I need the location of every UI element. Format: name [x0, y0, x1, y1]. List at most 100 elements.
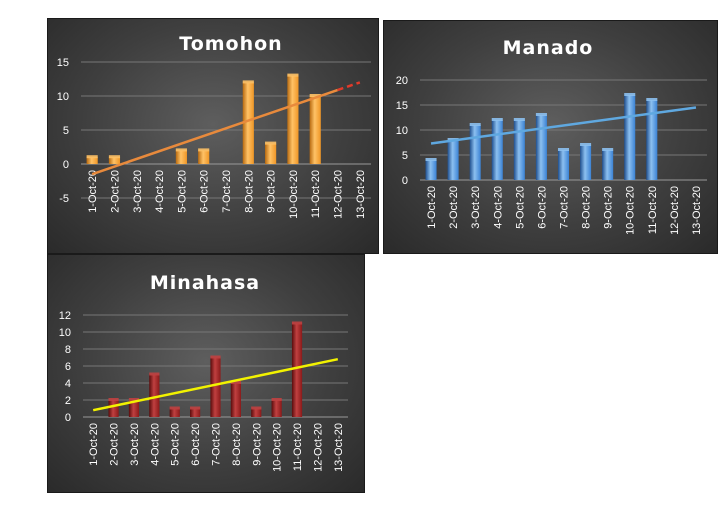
bar	[265, 143, 277, 164]
trendline	[92, 357, 339, 412]
x-tick-label: 13-Oct-20	[355, 170, 367, 219]
x-tick-label: 11-Oct-20	[310, 170, 322, 218]
bar	[149, 374, 160, 417]
y-tick-label: 20	[396, 75, 408, 87]
x-tick-label: 8-Oct-20	[581, 186, 593, 229]
bar	[210, 357, 221, 417]
x-tick-label: 3-Oct-20	[129, 423, 141, 466]
bar-cap	[602, 148, 614, 151]
y-tick-label: 15	[396, 100, 408, 112]
chart-panel-tomohon: Tomohon 15 10 5 0 -5 1-Oct-20 2-Oct-20 3-Oct-20…	[47, 18, 379, 254]
bar	[491, 120, 503, 180]
x-tick-label: 6-Oct-20	[199, 170, 211, 213]
x-tick-label: 1-Oct-20	[87, 170, 99, 213]
bar	[190, 408, 201, 417]
y-tick-label: 15	[57, 57, 69, 69]
y-tick-label: 8	[65, 344, 71, 356]
x-tick-label: 10-Oct-20	[272, 423, 284, 472]
bar-cap	[624, 93, 636, 96]
bar-cap	[210, 355, 221, 359]
bar	[242, 82, 254, 164]
bar	[535, 115, 547, 180]
bar-cap	[425, 158, 437, 161]
bar-cap	[513, 118, 525, 121]
bar-cap	[469, 123, 481, 126]
bar-cap	[190, 406, 201, 410]
bar-cap	[287, 73, 299, 77]
bar	[287, 75, 299, 164]
y-tick-label: 12	[59, 310, 71, 322]
bar-cap	[580, 143, 592, 146]
bar	[230, 383, 241, 417]
bar	[602, 150, 614, 180]
y-tick-label: 0	[402, 175, 408, 187]
x-tick-label: 2-Oct-20	[448, 186, 460, 229]
bar	[271, 400, 282, 417]
x-tick-label: 4-Oct-20	[154, 170, 166, 213]
x-tick-label: 8-Oct-20	[231, 423, 243, 466]
bar-cap	[291, 321, 303, 325]
y-tick-label: -5	[59, 193, 69, 205]
x-tick-label: 5-Oct-20	[176, 170, 188, 213]
x-tick-label: 9-Oct-20	[266, 170, 278, 213]
x-tick-label: 3-Oct-20	[470, 186, 482, 229]
bar-cap	[242, 80, 254, 84]
bar	[108, 400, 119, 417]
bar-cap	[108, 398, 119, 401]
bar	[108, 157, 121, 164]
x-tick-label: 6-Oct-20	[190, 423, 202, 466]
trendline	[91, 88, 338, 176]
bar-cap	[128, 398, 140, 401]
bar	[624, 95, 636, 180]
bar-cap	[108, 155, 121, 159]
y-tick-label: 0	[65, 412, 71, 424]
x-tick-label: 7-Oct-20	[211, 423, 223, 466]
bar	[309, 96, 321, 164]
x-tick-label: 11-Oct-20	[647, 186, 659, 234]
bar-cap	[557, 148, 570, 151]
bar	[469, 125, 481, 180]
bar	[291, 323, 303, 417]
x-tick-label: 3-Oct-20	[132, 170, 144, 213]
y-tick-label: 5	[63, 125, 69, 137]
bar	[198, 150, 210, 164]
x-tick-label: 9-Oct-20	[251, 423, 263, 466]
x-tick-label: 8-Oct-20	[243, 170, 255, 213]
bar	[447, 140, 459, 180]
chart-title: Minahasa	[150, 272, 260, 294]
chart-title: Manado	[503, 37, 594, 59]
bar	[169, 408, 180, 417]
x-tick-label: 5-Oct-20	[170, 423, 182, 466]
x-tick-label: 5-Oct-20	[514, 186, 526, 229]
bar	[251, 408, 262, 417]
chart-panel-manado: Manado 20 15 10 5 0 1-Oct-20 2-Oct-20 3-Oct-20 4…	[383, 20, 718, 254]
x-tick-label: 1-Oct-20	[426, 186, 438, 229]
x-tick-label: 9-Oct-20	[603, 186, 615, 229]
bar-cap	[149, 372, 160, 376]
x-tick-label: 13-Oct-20	[691, 186, 703, 235]
x-tick-label: 13-Oct-20	[333, 423, 345, 472]
x-tick-label: 12-Oct-20	[669, 186, 681, 235]
bar	[425, 160, 437, 180]
x-tick-label: 6-Oct-20	[536, 186, 548, 229]
bar-cap	[535, 113, 547, 116]
bar-cap	[491, 118, 503, 121]
bar-cap	[169, 406, 180, 410]
bar-cap	[265, 141, 277, 145]
bar-cap	[230, 381, 241, 384]
x-tick-label: 7-Oct-20	[559, 186, 571, 229]
y-tick-label: 4	[65, 378, 71, 390]
y-tick-label: 0	[63, 159, 69, 171]
chart-title: Tomohon	[179, 33, 282, 55]
chart-minahasa: Minahasa 12 10 8 6 4 2 0 1-Oct-20 2-Oct-20 3-Oct-…	[59, 272, 348, 472]
y-tick-label: 10	[57, 91, 69, 103]
y-tick-label: 6	[65, 361, 71, 373]
x-tick-label: 12-Oct-20	[312, 423, 324, 472]
x-tick-label: 4-Oct-20	[149, 423, 161, 466]
bar	[646, 100, 658, 180]
trendline-forecast	[337, 81, 361, 92]
bar	[580, 145, 592, 180]
bar-cap	[309, 94, 321, 97]
bar	[557, 150, 570, 180]
bar	[513, 120, 525, 180]
